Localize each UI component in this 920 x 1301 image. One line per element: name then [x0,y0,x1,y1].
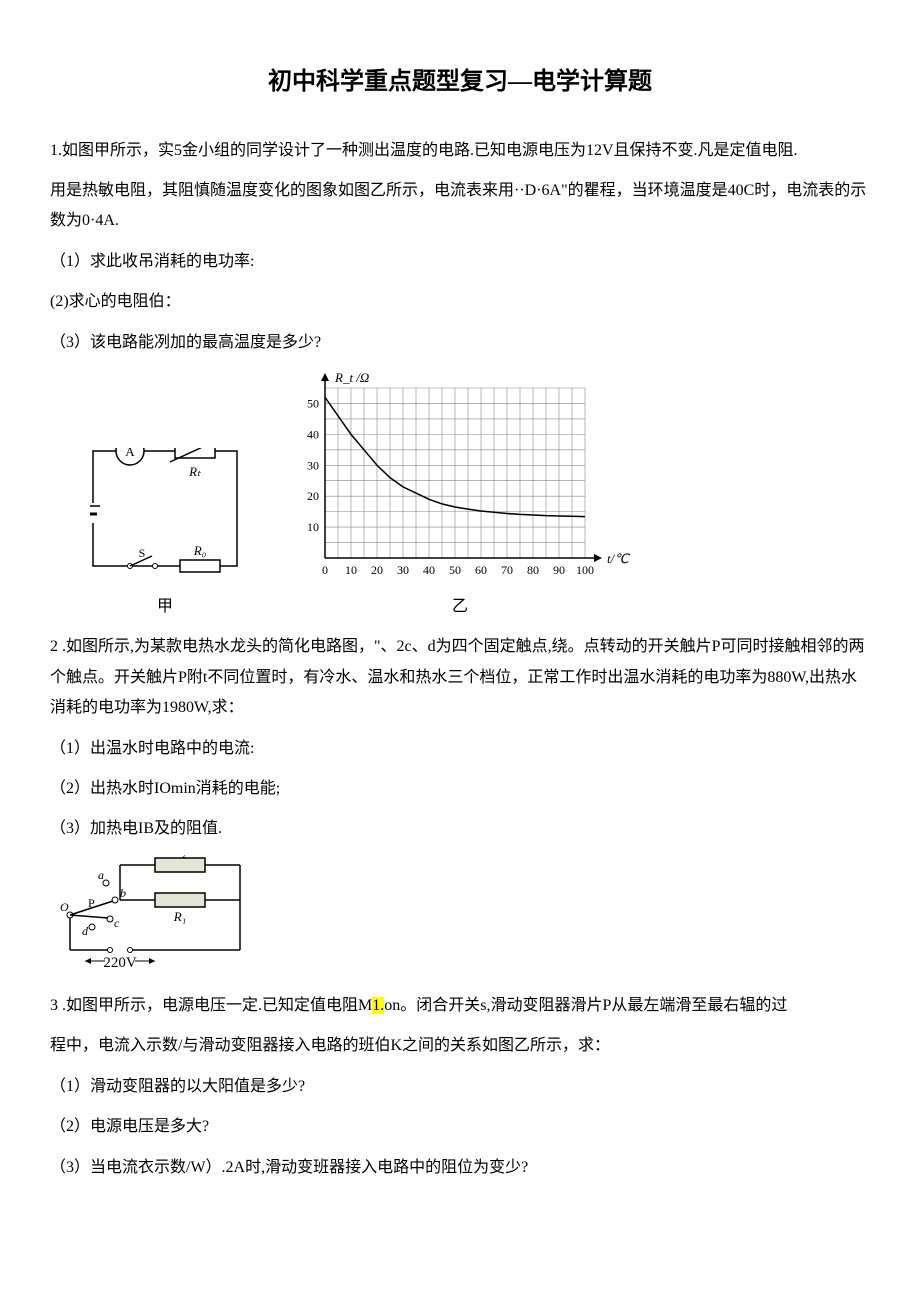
b-label: b [120,886,126,900]
r1-label: R₁ [173,909,186,924]
o-label: O [60,900,69,914]
svg-text:R_t /Ω: R_t /Ω [334,370,369,385]
svg-text:100: 100 [576,563,594,577]
circuit-diagram-2: R₂ R₁ a b c d O P 220V [60,855,250,970]
page-title: 初中科学重点题型复习—电学计算题 [50,60,870,106]
q1-intro2: 用是热敏电阻，其阻慎随温度变化的图象如图乙所示，电流表来用··D·6A"的瞿程，… [50,176,870,237]
rt-label: Rₜ [188,464,202,479]
svg-text:80: 80 [527,563,539,577]
svg-text:40: 40 [307,427,319,441]
q3-intro-a: 3 .如图甲所示，电源电压一定.已知定值电阻M [50,997,372,1014]
q2-intro: 2 .如图所示,为某款电热水龙头的简化电路图，"、2c、d为四个固定触点,绕。点… [50,632,870,723]
circuit-diagram-1: A Rₜ S R₀ [90,448,240,588]
svg-text:0: 0 [322,563,328,577]
r2-label: R₂ [173,855,187,858]
svg-text:50: 50 [449,563,461,577]
q2-p2: （2）出热水时IOmin消耗的电能; [50,774,870,804]
q1-figures: A Rₜ S R₀ 甲 0 10 20 30 40 50 60 70 80 90 100 10 20 30… [90,368,870,622]
q3-p3: （3）当电流衣示数/W）.2A时,滑动变班器接入电路中的阻位为变少? [50,1153,870,1183]
circuit1-caption: 甲 [157,592,173,622]
d-label: d [82,924,89,938]
q1-chart: 0 10 20 30 40 50 60 70 80 90 100 10 20 30 40 50 R_t /Ω t/… [280,368,640,622]
svg-text:60: 60 [475,563,487,577]
q2-circuit: R₂ R₁ a b c d O P 220V [60,855,870,981]
switch-label: S [139,546,146,560]
q1-p1: （1）求此收吊消耗的电功率: [50,247,870,277]
q3-p1: （1）滑动变阻器的以大阳值是多少? [50,1072,870,1102]
q3-intro: 3 .如图甲所示，电源电压一定.已知定值电阻M1.on。闭合开关s,滑动变阻器滑… [50,991,870,1021]
q2-p3: （3）加热电IB及的阻值. [50,814,870,844]
q1-p3: （3）该电路能冽加的最高温度是多少? [50,328,870,358]
svg-text:50: 50 [307,396,319,410]
svg-text:20: 20 [371,563,383,577]
q1-p2: (2)求心的电阻伯： [50,287,870,317]
svg-text:40: 40 [423,563,435,577]
a-label: a [98,868,104,882]
svg-text:70: 70 [501,563,513,577]
c-label: c [114,916,120,930]
thermistor-chart: 0 10 20 30 40 50 60 70 80 90 100 10 20 30 40 50 R_t /Ω t/… [280,368,640,588]
q2-p1: （1）出温水时电路中的电流: [50,734,870,764]
chart1-caption: 乙 [452,592,468,622]
p-label: P [88,896,95,910]
q3-intro-b: on。闭合开关s,滑动变阻器滑片P从最左端滑至最右辒的过 [384,997,787,1014]
svg-text:30: 30 [307,458,319,472]
svg-text:10: 10 [307,520,319,534]
svg-text:90: 90 [553,563,565,577]
svg-text:10: 10 [345,563,357,577]
ammeter-label: A [125,448,135,459]
voltage-label: 220V [103,955,137,970]
svg-text:t/℃: t/℃ [607,551,630,566]
q3-highlight: 1. [372,997,384,1014]
q1-circuit: A Rₜ S R₀ 甲 [90,448,240,622]
q3-p2: （2）电源电压是多大? [50,1112,870,1142]
q3-intro2: 程中，电流入示数/与滑动变阻器接入电路的班伯K之间的关系如图乙所示，求： [50,1031,870,1061]
r0-label: R₀ [193,543,206,558]
svg-text:20: 20 [307,489,319,503]
q1-intro1: 1.如图甲所示，实5金小组的同学设计了一种测出温度的电路.已知电源电压为12V且… [50,136,870,166]
svg-text:30: 30 [397,563,409,577]
